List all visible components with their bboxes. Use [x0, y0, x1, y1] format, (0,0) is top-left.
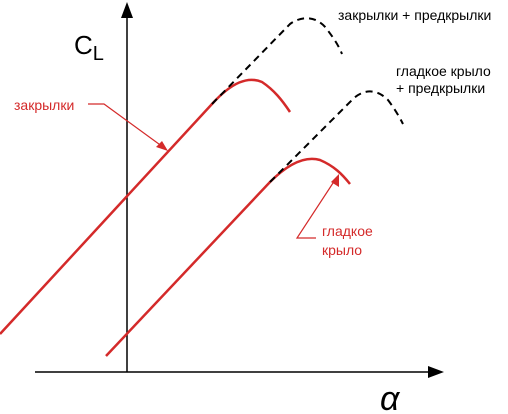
label-flaps-slats: закрылки + предкрылки [338, 7, 491, 23]
label-plain-line1: гладкое [322, 223, 373, 239]
y-axis-title-sub: L [93, 43, 104, 65]
label-plain-line2: крыло [322, 242, 362, 258]
x-axis-arrowhead [428, 366, 444, 378]
curve-plain-slats [269, 90, 404, 183]
y-axis-arrowhead [121, 2, 133, 18]
leader-flaps [88, 103, 168, 151]
label-plain-slats-line2: + предкрылки [396, 80, 485, 96]
curve-plain-wing [105, 157, 351, 357]
leader-plain [295, 174, 339, 239]
y-axis-title-main: C [74, 30, 93, 60]
label-plain-slats-line1: гладкое крыло [396, 63, 491, 79]
x-axis-title: α [380, 380, 401, 414]
curve-flaps-slats [211, 17, 343, 105]
y-axis-title: CL [74, 30, 104, 65]
label-flaps: закрылки [14, 97, 74, 113]
